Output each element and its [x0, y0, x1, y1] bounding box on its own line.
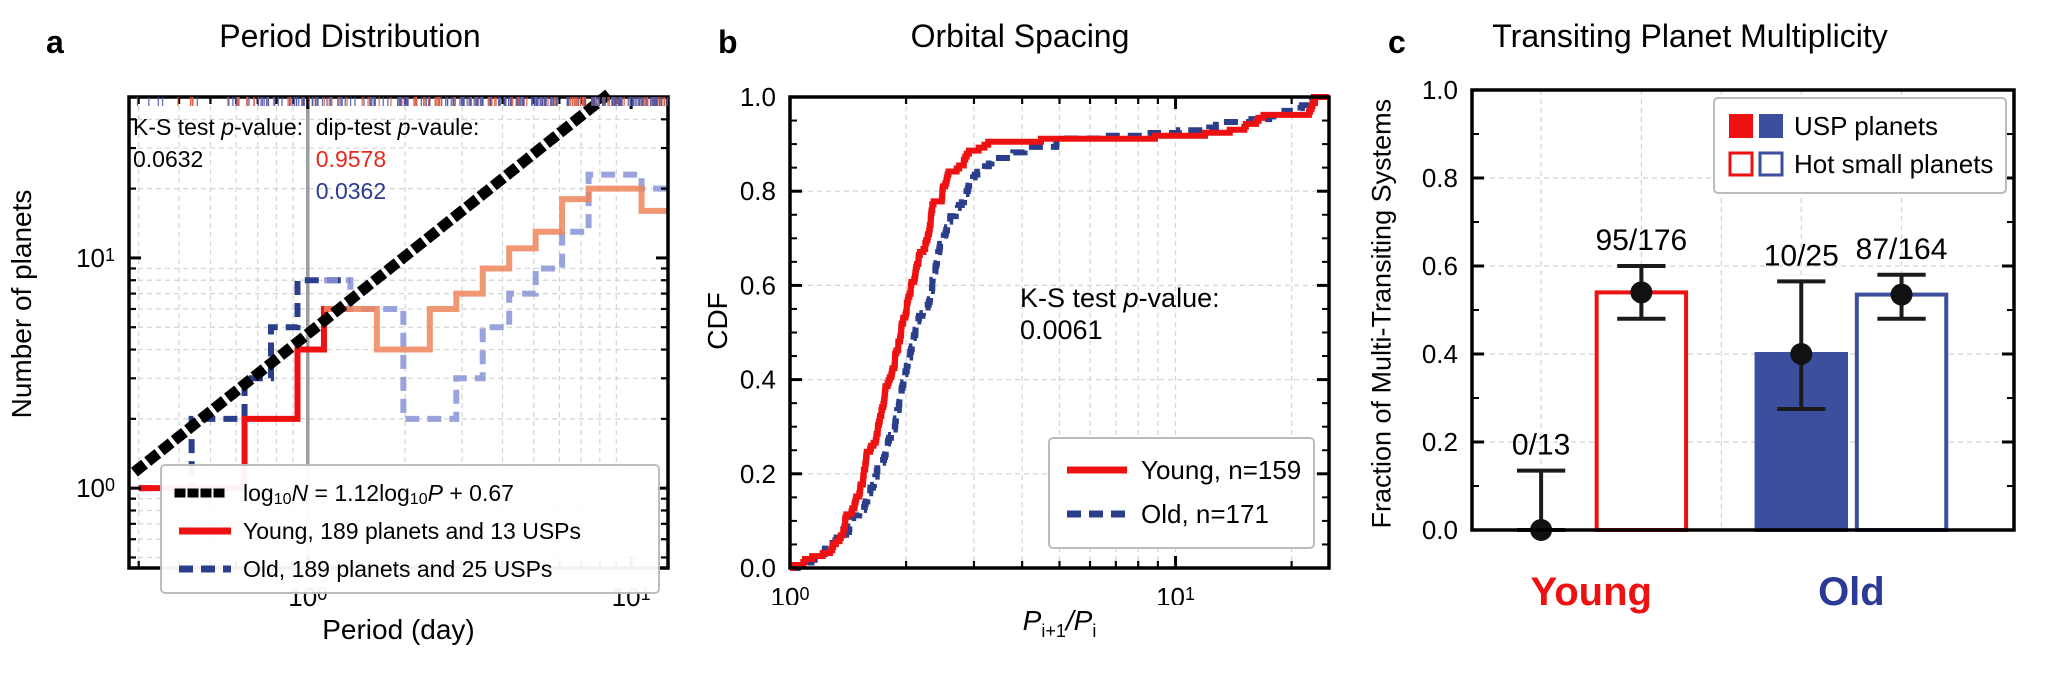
- svg-text:0.9578: 0.9578: [316, 146, 386, 172]
- svg-text:0.4: 0.4: [740, 365, 776, 395]
- svg-text:0.0: 0.0: [740, 553, 776, 583]
- svg-text:Hot small planets: Hot small planets: [1794, 149, 1993, 179]
- svg-text:0.8: 0.8: [1422, 163, 1458, 193]
- svg-text:0.0362: 0.0362: [316, 178, 386, 204]
- svg-text:K-S test p-value:: K-S test p-value:: [133, 114, 303, 140]
- svg-text:Young, n=159: Young, n=159: [1141, 455, 1301, 485]
- svg-text:100: 100: [771, 582, 810, 605]
- svg-text:0.4: 0.4: [1422, 339, 1458, 369]
- svg-text:0.0: 0.0: [1422, 515, 1458, 545]
- svg-text:0.0632: 0.0632: [133, 146, 203, 172]
- svg-text:Young: Young: [1531, 570, 1652, 614]
- svg-text:1.0: 1.0: [1422, 75, 1458, 105]
- svg-text:dip-test p-vaule:: dip-test p-vaule:: [316, 114, 480, 140]
- svg-text:Old: Old: [1818, 570, 1885, 614]
- svg-text:Young, 189 planets and 13 USPs: Young, 189 planets and 13 USPs: [243, 518, 581, 544]
- svg-text:USP planets: USP planets: [1794, 111, 1938, 141]
- svg-text:95/176: 95/176: [1595, 224, 1687, 257]
- svg-text:0.2: 0.2: [740, 459, 776, 489]
- svg-text:101: 101: [1156, 582, 1195, 605]
- svg-text:101: 101: [76, 243, 115, 273]
- svg-text:100: 100: [76, 473, 115, 503]
- svg-text:10/25: 10/25: [1764, 239, 1839, 272]
- svg-text:0.0061: 0.0061: [1020, 315, 1103, 345]
- svg-text:87/164: 87/164: [1856, 233, 1948, 266]
- svg-text:0.6: 0.6: [1422, 251, 1458, 281]
- svg-text:Old, n=171: Old, n=171: [1141, 499, 1269, 529]
- svg-text:0.2: 0.2: [1422, 427, 1458, 457]
- svg-text:K-S test p-value:: K-S test p-value:: [1020, 283, 1220, 313]
- svg-text:Old, 189 planets and 25 USPs: Old, 189 planets and 25 USPs: [243, 556, 552, 582]
- svg-text:0.8: 0.8: [740, 176, 776, 206]
- svg-text:0.6: 0.6: [740, 270, 776, 300]
- svg-text:0/13: 0/13: [1512, 429, 1570, 462]
- svg-text:1.0: 1.0: [740, 82, 776, 112]
